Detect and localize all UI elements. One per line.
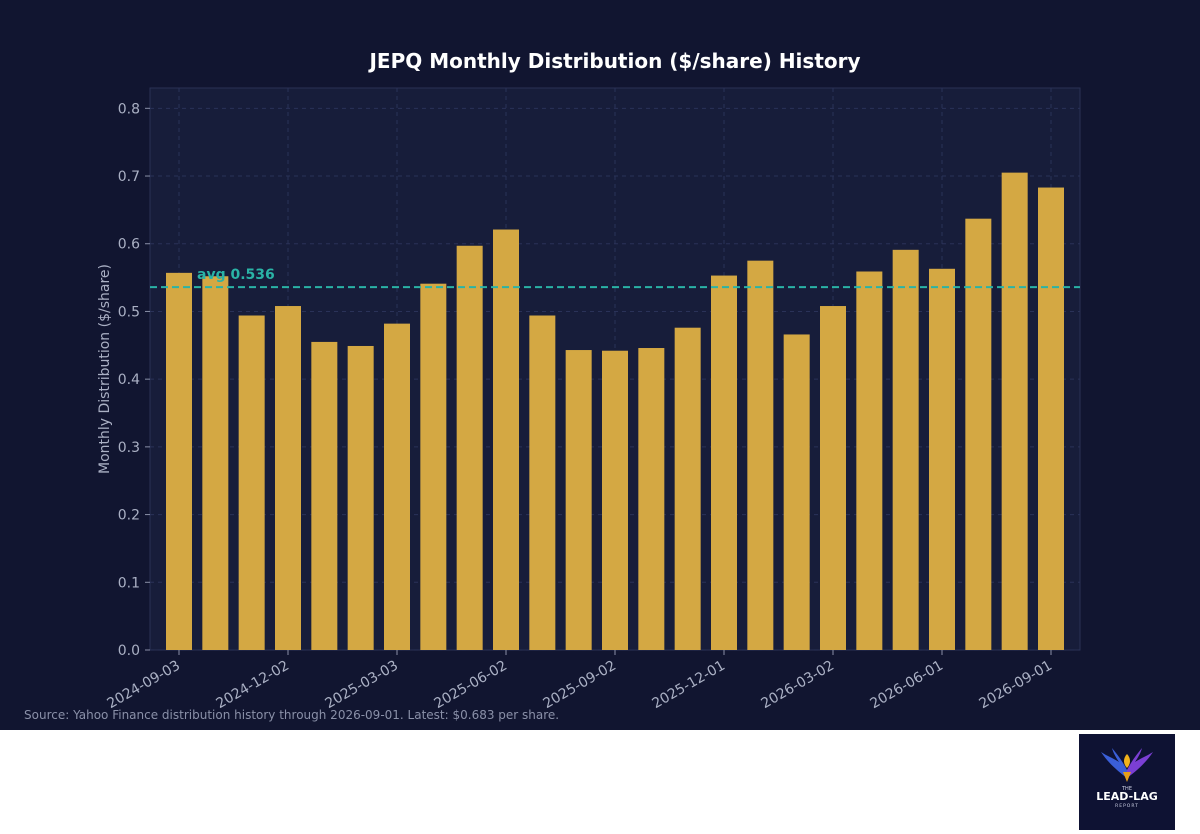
phoenix-icon <box>1101 748 1153 782</box>
chart-title: JEPQ Monthly Distribution ($/share) Hist… <box>367 49 860 73</box>
bar-2025-11-03 <box>674 327 701 650</box>
source-note: Source: Yahoo Finance distribution histo… <box>24 708 560 722</box>
bar-2026-05-01 <box>892 249 919 650</box>
x-tick-label: 2024-12-02 <box>214 658 292 713</box>
bar-2026-03-02 <box>820 306 846 650</box>
y-tick-label: 0.6 <box>118 237 140 253</box>
bar-2024-12-02 <box>275 306 301 650</box>
lead-lag-report-logo: THE LEAD-LAG REPORT <box>1079 734 1175 830</box>
y-tick-label: 0.5 <box>118 304 140 320</box>
logo-text-the: THE <box>1121 786 1132 792</box>
bar-2024-09-03 <box>166 272 192 650</box>
logo-text-lead-lag: LEAD-LAG <box>1096 790 1158 803</box>
bar-2025-06-02 <box>493 229 519 650</box>
y-tick-label: 0.2 <box>118 508 140 524</box>
bar-2026-01-02 <box>747 260 774 650</box>
bar-2025-05-01 <box>456 245 483 650</box>
x-tick-label: 2025-06-02 <box>432 658 510 713</box>
bar-2025-10-01 <box>638 348 665 650</box>
y-tick-label: 0.0 <box>118 643 140 659</box>
bar-2026-02-02 <box>783 334 810 650</box>
x-tick-label: 2024-09-03 <box>105 658 183 713</box>
bar-2025-08-01 <box>565 350 592 650</box>
y-tick-label: 0.8 <box>118 101 140 117</box>
bar-2025-01-02 <box>311 341 338 650</box>
distribution-bar-chart: JEPQ Monthly Distribution ($/share) Hist… <box>97 49 1081 712</box>
bars <box>166 172 1064 650</box>
bar-2025-12-01 <box>711 275 737 650</box>
bar-2025-03-03 <box>384 323 410 650</box>
bar-2025-02-03 <box>347 345 374 650</box>
bar-2026-09-01 <box>1038 187 1064 650</box>
y-tick-label: 0.1 <box>118 575 140 591</box>
bar-2026-04-01 <box>856 271 883 650</box>
x-tick-label: 2026-03-02 <box>759 658 837 713</box>
bar-2024-11-01 <box>238 315 265 650</box>
x-tick-label: 2025-09-02 <box>541 658 619 713</box>
bar-2025-09-02 <box>602 350 628 650</box>
chart-panel: JEPQ Monthly Distribution ($/share) Hist… <box>0 0 1200 730</box>
y-tick-label: 0.4 <box>118 372 140 388</box>
x-axis-ticks: 2024-09-03 2024-12-02 2025-03-03 2025-06-02… <box>105 650 1055 712</box>
y-axis-ticks: 0.0 0.1 0.2 0.3 0.4 0.5 0.6 0.7 0.8 <box>118 101 150 659</box>
y-axis-label: Monthly Distribution ($/share) <box>97 264 113 474</box>
bar-2025-04-01 <box>420 283 447 650</box>
bar-2026-07-01 <box>965 218 992 650</box>
y-tick-label: 0.7 <box>118 169 140 185</box>
x-tick-label: 2025-12-01 <box>650 658 728 713</box>
average-line-group: avg 0.536 <box>150 267 1080 289</box>
x-tick-label: 2026-06-01 <box>868 658 946 713</box>
logo-text-report: REPORT <box>1115 803 1139 809</box>
x-tick-label: 2025-03-03 <box>323 658 401 713</box>
bar-2025-07-01 <box>529 315 556 650</box>
bar-2026-08-03 <box>1001 172 1028 650</box>
y-tick-label: 0.3 <box>118 440 140 456</box>
bar-2024-10-01 <box>202 276 229 650</box>
x-tick-label: 2026-09-01 <box>977 658 1055 713</box>
average-label: avg 0.536 <box>197 267 275 283</box>
bar-2026-06-01 <box>929 268 955 650</box>
